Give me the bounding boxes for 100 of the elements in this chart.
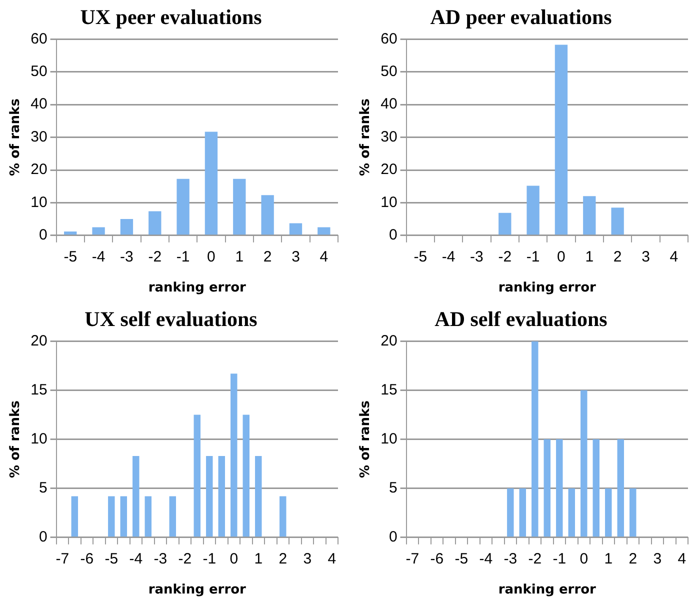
x-tick-label: 4 — [670, 248, 678, 266]
bar — [169, 496, 176, 537]
y-tick-label: 40 — [30, 96, 48, 113]
x-tick-label: 4 — [678, 550, 686, 568]
x-tick-label: 3 — [653, 550, 662, 568]
bar — [108, 496, 115, 537]
x-tick-label: -7 — [406, 550, 420, 568]
bar — [194, 414, 201, 537]
bar — [554, 44, 568, 235]
x-tick-label: -4 — [442, 248, 456, 266]
chart-title: AD peer evaluations — [430, 5, 612, 30]
bar — [204, 132, 218, 235]
bar — [592, 439, 600, 537]
x-axis-title: ranking error — [148, 582, 247, 598]
x-tick-label: 2 — [628, 550, 638, 568]
x-tick-label: 0 — [580, 550, 588, 568]
bar — [611, 208, 624, 235]
y-tick-label: 60 — [30, 30, 48, 48]
x-tick-label: -2 — [498, 248, 512, 266]
x-tick-label: -4 — [129, 550, 143, 568]
x-tick-label: -5 — [104, 550, 118, 568]
bar — [289, 223, 302, 235]
x-tick-label: -4 — [92, 248, 106, 266]
bar — [71, 496, 78, 537]
bar — [64, 231, 77, 235]
x-tick-label: -3 — [470, 248, 484, 266]
y-tick-label: 50 — [30, 63, 48, 80]
bar — [230, 374, 238, 537]
bar — [280, 496, 286, 537]
x-tick-label: -2 — [148, 248, 162, 266]
y-tick-label: 5 — [38, 479, 48, 496]
y-tick-label: 10 — [380, 430, 398, 448]
x-tick-label: -5 — [454, 550, 468, 568]
x-axis-title: ranking error — [148, 280, 247, 296]
bar — [568, 488, 576, 537]
x-tick-label: 2 — [263, 248, 272, 266]
x-tick-label: -6 — [430, 550, 444, 568]
x-tick-label: -7 — [56, 550, 70, 568]
x-tick-label: -1 — [552, 550, 566, 568]
x-tick-label: 1 — [585, 248, 594, 266]
y-axis-title: % of ranks — [358, 98, 374, 176]
x-tick-label: 4 — [320, 248, 328, 266]
y-tick-label: 10 — [30, 430, 48, 448]
x-tick-label: 0 — [207, 248, 216, 266]
x-tick-label: -1 — [202, 550, 216, 568]
y-tick-label: 0 — [38, 226, 48, 244]
y-axis-title: % of ranks — [8, 400, 24, 478]
y-tick-label: 5 — [388, 479, 398, 496]
bar — [218, 456, 226, 537]
bar — [242, 414, 250, 537]
x-tick-label: 1 — [254, 550, 263, 568]
x-tick-label: -3 — [120, 248, 134, 266]
y-tick-label: 10 — [30, 194, 48, 211]
x-tick-label: -3 — [154, 550, 168, 568]
bar — [526, 186, 540, 235]
bar — [261, 195, 274, 235]
y-tick-label: 0 — [38, 528, 48, 546]
y-tick-label: 20 — [380, 332, 398, 350]
x-tick-label: 3 — [292, 248, 300, 266]
bar — [498, 212, 512, 235]
x-tick-label: 1 — [604, 550, 613, 568]
y-tick-label: 20 — [30, 332, 48, 350]
x-tick-label: -4 — [479, 550, 493, 568]
bar — [120, 219, 134, 235]
bar — [176, 178, 190, 235]
y-tick-label: 50 — [380, 63, 398, 80]
bar — [519, 488, 526, 537]
chart-title: AD self evaluations — [434, 307, 608, 332]
chart-title: UX peer evaluations — [80, 5, 262, 30]
y-tick-label: 0 — [388, 528, 398, 546]
y-tick-label: 30 — [30, 128, 48, 146]
bar — [255, 456, 262, 537]
x-tick-label: 0 — [557, 248, 566, 266]
y-tick-label: 15 — [30, 381, 48, 398]
x-tick-label: -6 — [80, 550, 94, 568]
y-tick-label: 15 — [380, 381, 398, 398]
x-tick-label: -1 — [526, 248, 540, 266]
x-tick-label: 1 — [235, 248, 244, 266]
bar — [507, 488, 514, 537]
x-tick-label: -5 — [414, 248, 428, 266]
bar — [233, 178, 246, 235]
y-tick-label: 20 — [30, 161, 48, 178]
bar — [583, 196, 596, 235]
bar — [132, 456, 140, 537]
x-tick-label: 3 — [303, 550, 312, 568]
y-tick-label: 20 — [380, 161, 398, 178]
y-tick-label: 40 — [380, 96, 398, 113]
bar — [605, 488, 612, 537]
bar — [206, 456, 213, 537]
bar — [120, 496, 128, 537]
y-tick-label: 30 — [380, 128, 398, 146]
y-tick-label: 60 — [380, 30, 398, 48]
chart-title: UX self evaluations — [84, 307, 258, 332]
x-axis-title: ranking error — [498, 582, 597, 598]
x-tick-label: 2 — [613, 248, 622, 266]
bar — [630, 488, 636, 537]
x-tick-label: 3 — [642, 248, 650, 266]
x-tick-label: -5 — [64, 248, 78, 266]
y-tick-label: 0 — [388, 226, 398, 244]
x-tick-label: -2 — [178, 550, 192, 568]
